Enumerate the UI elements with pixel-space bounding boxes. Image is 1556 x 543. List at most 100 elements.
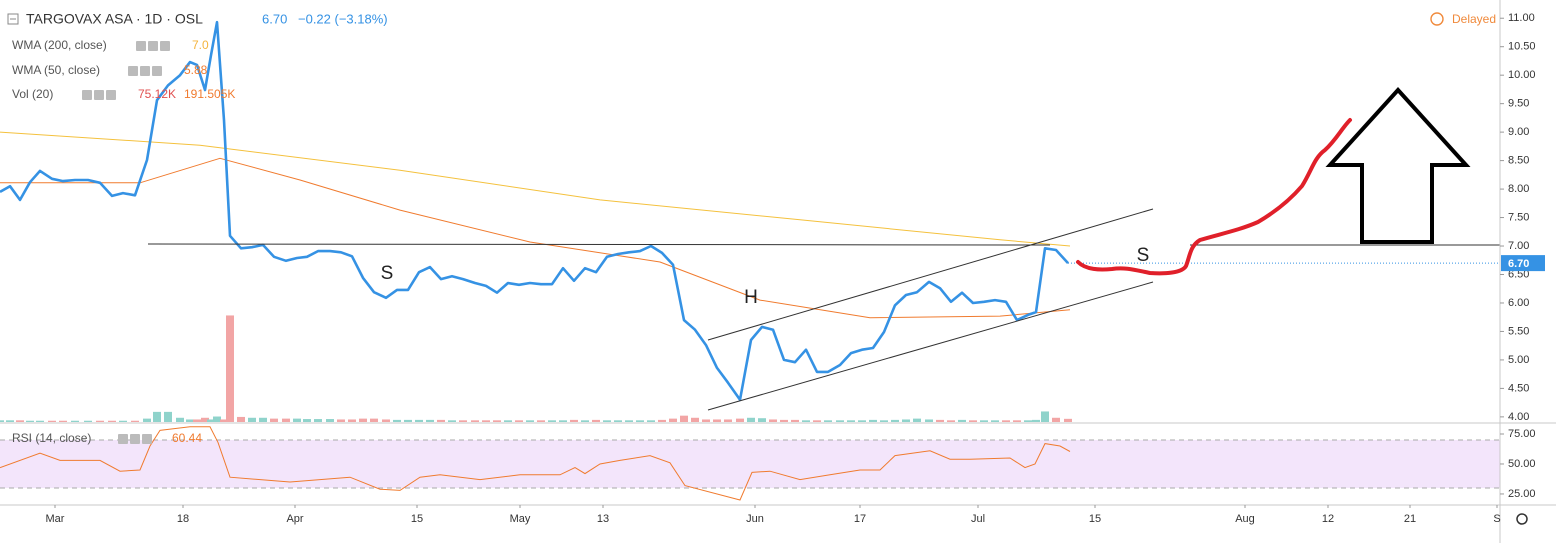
volume-bar	[969, 420, 977, 422]
volume-bar	[504, 420, 512, 422]
volume-bar	[359, 418, 367, 422]
y-tick-label: 8.50	[1508, 155, 1529, 167]
volume-bar	[991, 420, 999, 422]
volume-bar	[913, 418, 921, 422]
legend-value: 7.0	[192, 38, 209, 52]
volume-bar	[131, 420, 139, 422]
indicator-button[interactable]	[152, 66, 162, 76]
rsi-tick-label: 25.00	[1508, 488, 1536, 500]
y-tick-label: 9.00	[1508, 126, 1529, 138]
indicator-button[interactable]	[82, 90, 92, 100]
volume-bar	[847, 420, 855, 422]
volume-bar	[303, 419, 311, 422]
x-tick-label: Jun	[746, 513, 764, 525]
y-tick-label: 5.00	[1508, 354, 1529, 366]
volume-bar	[213, 416, 221, 422]
volume-bar	[581, 420, 589, 422]
y-tick-label: 7.50	[1508, 211, 1529, 223]
volume-bar	[437, 419, 445, 422]
x-tick-label: 21	[1404, 513, 1416, 525]
volume-bar	[237, 416, 245, 422]
volume-bar	[958, 419, 966, 422]
wma-line	[0, 157, 1071, 319]
up-arrow	[1325, 87, 1471, 244]
legend-value: 191.505K	[184, 87, 235, 101]
volume-bar	[108, 420, 116, 422]
volume-pane	[0, 315, 1072, 422]
volume-bar	[493, 420, 501, 422]
volume-bar	[1024, 420, 1032, 422]
delayed-label: Delayed	[1452, 12, 1496, 26]
y-tick-label: 6.50	[1508, 268, 1529, 280]
annotation: H	[744, 287, 758, 308]
x-tick-label: 15	[1089, 513, 1101, 525]
volume-bar	[526, 420, 534, 422]
indicator-button[interactable]	[106, 90, 116, 100]
volume-bar	[96, 420, 104, 422]
legend-name: Vol (20)	[12, 87, 53, 101]
volume-bar	[1052, 417, 1060, 422]
volume-bar	[259, 417, 267, 422]
volume-bar	[176, 417, 184, 422]
volume-bar	[270, 418, 278, 422]
settings-button[interactable]	[1516, 513, 1528, 525]
x-tick-label: 13	[597, 513, 609, 525]
volume-bar	[758, 418, 766, 422]
volume-bar	[370, 418, 378, 422]
wma-line	[0, 131, 1071, 247]
indicator-button[interactable]	[140, 66, 150, 76]
volume-bar	[71, 420, 79, 422]
volume-bar	[1041, 411, 1049, 422]
volume-bar	[1032, 419, 1040, 422]
volume-bar	[747, 417, 755, 422]
indicator-button[interactable]	[94, 90, 104, 100]
volume-bar	[925, 419, 933, 422]
volume-bar	[869, 419, 877, 422]
x-tick-label: 17	[854, 513, 866, 525]
indicator-button[interactable]	[148, 41, 158, 51]
volume-bar	[669, 418, 677, 422]
volume-bar	[1002, 420, 1010, 422]
volume-bar	[515, 420, 523, 422]
volume-bar	[404, 419, 412, 422]
volume-bar	[337, 419, 345, 422]
collapse-button[interactable]	[7, 13, 19, 25]
volume-bar	[348, 419, 356, 422]
x-tick-label: Aug	[1235, 513, 1255, 525]
y-tick-label: 11.00	[1508, 12, 1535, 24]
volume-bar	[537, 420, 545, 422]
axes: 4.00 4.50 5.00 5.50 6.00 6.50 7.00 7.50 8.00 8.50…	[46, 12, 1545, 525]
volume-bar	[459, 420, 467, 422]
volume-bar	[186, 419, 194, 422]
annotation: S	[381, 263, 394, 284]
volume-bar	[713, 419, 721, 422]
indicator-button[interactable]	[118, 434, 128, 444]
indicator-button[interactable]	[160, 41, 170, 51]
neckline	[147, 243, 1051, 246]
last-price: 6.70	[262, 11, 287, 26]
volume-bar	[26, 420, 34, 422]
indicator-button[interactable]	[136, 41, 146, 51]
volume-bar	[736, 418, 744, 422]
rsi-tick-label: 50.00	[1508, 458, 1536, 470]
volume-bar	[314, 419, 322, 422]
price-change: −0.22 (−3.18%)	[298, 11, 388, 26]
volume-bar	[220, 419, 228, 422]
volume-bar	[226, 315, 234, 422]
volume-bar	[702, 419, 710, 422]
price-line	[0, 20, 1069, 402]
volume-bar	[592, 419, 600, 422]
indicator-button[interactable]	[130, 434, 140, 444]
indicator-button[interactable]	[128, 66, 138, 76]
volume-bar	[293, 418, 301, 422]
volume-bar	[780, 419, 788, 422]
volume-bar	[691, 417, 699, 422]
price-pane	[0, 20, 1500, 402]
volume-bar	[802, 420, 810, 422]
volume-bar	[891, 419, 899, 422]
volume-bar	[119, 420, 127, 422]
x-tick-label: Jul	[971, 513, 985, 525]
indicator-button[interactable]	[142, 434, 152, 444]
channel-upper	[707, 208, 1154, 341]
